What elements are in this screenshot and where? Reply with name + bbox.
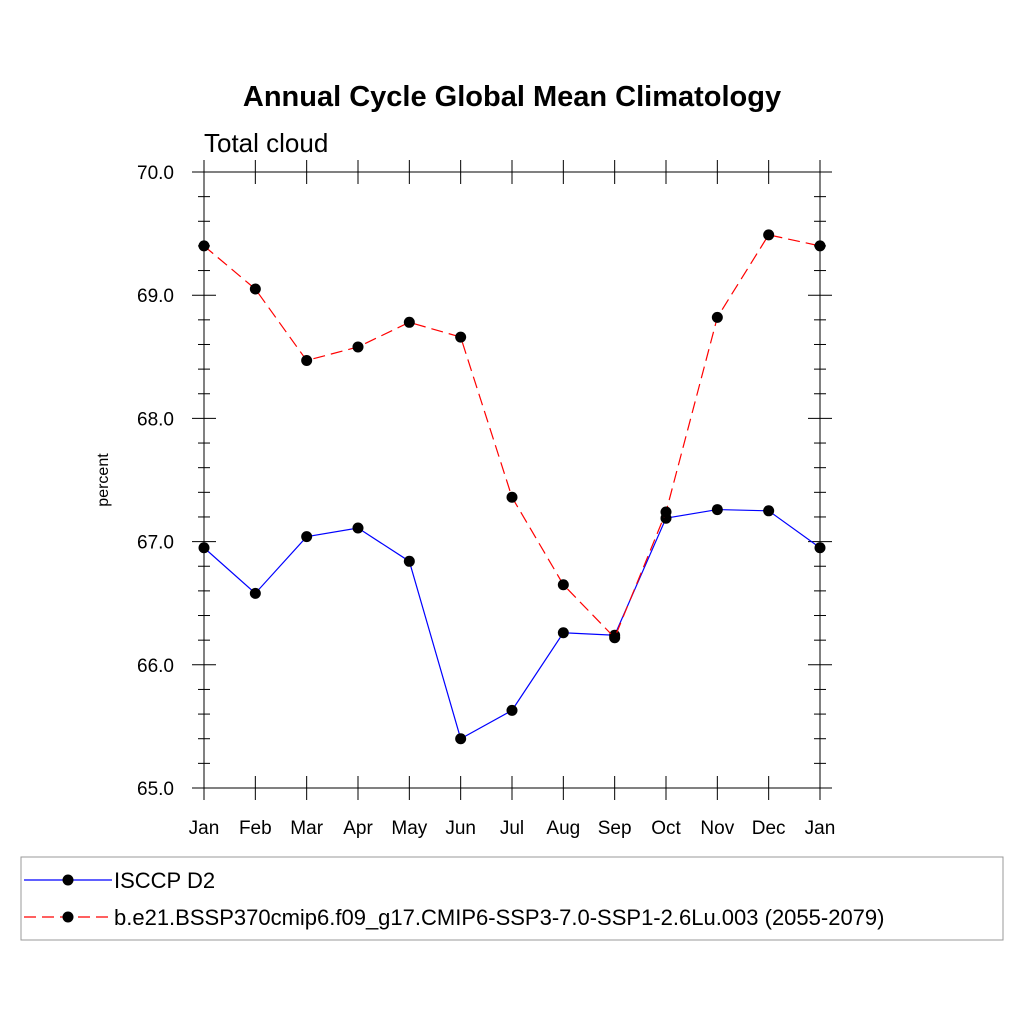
y-tick-label: 66.0 (137, 656, 174, 677)
x-tick-label: Aug (546, 818, 580, 839)
legend: ISCCP D2 b.e21.BSSP370cmip6.f09_g17.CMIP6… (24, 868, 884, 930)
data-point (455, 331, 467, 343)
legend-marker (62, 874, 74, 886)
data-point (763, 229, 775, 241)
data-point (609, 632, 621, 644)
chart-title: Annual Cycle Global Mean Climatology (243, 81, 781, 113)
chart-subtitle: Total cloud (204, 128, 328, 158)
y-tick-labels: 65.0 66.0 67.0 68.0 69.0 70.0 (137, 163, 174, 800)
data-point (249, 283, 261, 295)
x-tick-label: Jan (189, 818, 220, 839)
data-point (711, 311, 723, 323)
y-axis-label: percent (95, 453, 112, 507)
legend-entry: b.e21.BSSP370cmip6.f09_g17.CMIP6-SSP3-7.… (24, 905, 884, 930)
data-point (557, 579, 569, 591)
x-tick-label: Nov (700, 818, 734, 839)
data-point (660, 506, 672, 518)
legend-label: ISCCP D2 (114, 868, 215, 893)
data-point (557, 627, 569, 639)
legend-marker (62, 911, 74, 923)
data-point (506, 491, 518, 503)
data-point (352, 522, 364, 534)
data-point (301, 354, 313, 366)
data-point (763, 505, 775, 517)
axis-ticks (192, 160, 832, 800)
x-tick-label: Oct (651, 818, 681, 839)
x-tick-label: Mar (290, 818, 323, 839)
data-point (198, 542, 210, 554)
series-0 (198, 504, 826, 745)
y-tick-label: 69.0 (137, 286, 174, 307)
data-point (301, 531, 313, 543)
data-point (814, 240, 826, 252)
y-tick-label: 70.0 (137, 163, 174, 184)
data-point (506, 704, 518, 716)
legend-box (20, 856, 1004, 941)
y-tick-label: 65.0 (137, 779, 174, 800)
x-tick-label: Jul (500, 818, 524, 839)
x-tick-label: Dec (752, 818, 786, 839)
x-tick-label: Jun (445, 818, 476, 839)
x-tick-label: May (391, 818, 427, 839)
data-point (249, 587, 261, 599)
data-point (198, 240, 210, 252)
legend-entry: ISCCP D2 (24, 868, 215, 893)
data-point (711, 504, 723, 516)
series-line (203, 508, 821, 740)
series-lines (198, 229, 826, 745)
data-point (455, 733, 467, 745)
y-tick-label: 67.0 (137, 533, 174, 554)
y-tick-label: 68.0 (137, 409, 174, 430)
x-tick-label: Sep (598, 818, 632, 839)
data-point (403, 555, 415, 567)
x-tick-label: Feb (239, 818, 272, 839)
x-tick-label: Apr (343, 818, 373, 839)
series-1 (198, 229, 826, 644)
x-tick-label: Jan (805, 818, 836, 839)
legend-label: b.e21.BSSP370cmip6.f09_g17.CMIP6-SSP3-7.… (114, 905, 884, 930)
data-point (814, 542, 826, 554)
series-line (203, 234, 821, 639)
data-point (352, 341, 364, 353)
x-tick-labels: Jan Feb Mar Apr May Jun Jul Aug Sep Oct Nov Dec Jan (189, 818, 836, 839)
data-point (403, 316, 415, 328)
plot-frame (203, 171, 821, 789)
